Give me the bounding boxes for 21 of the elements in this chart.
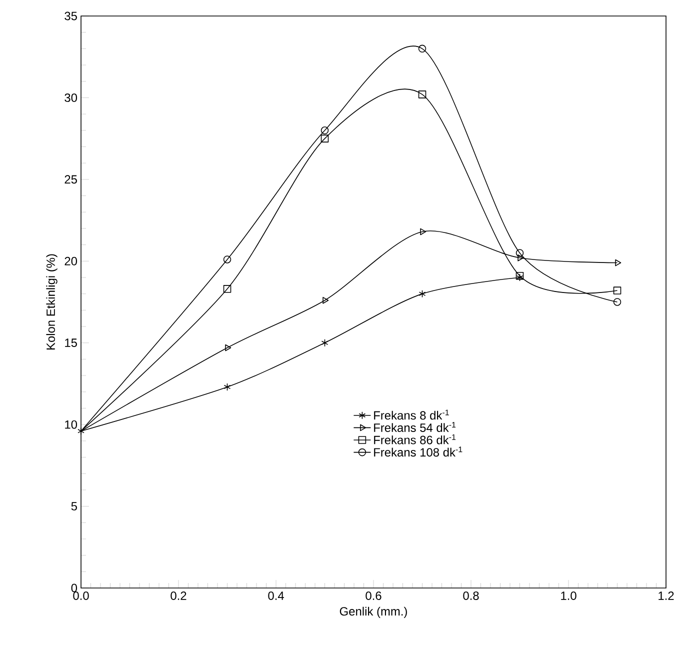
legend-label: Frekans 108 dk$^{-1}$: [374, 446, 462, 457]
x-tick-label: 1.2: [658, 592, 674, 600]
y-tick-label: 20: [64, 256, 78, 266]
y-axis-title: Kolon Etkinligi (%): [46, 254, 58, 350]
x-tick-label: 0.0: [73, 592, 89, 600]
x-tick-label: 0.6: [366, 592, 382, 600]
y-tick-label: 35: [64, 12, 77, 20]
y-tick-label: 25: [64, 175, 77, 184]
x-axis-title: Genlik (mm.): [340, 606, 407, 618]
x-tick-label: 0.2: [170, 592, 186, 600]
x-tick-label: 0.4: [268, 592, 284, 600]
x-tick-label: 1.0: [561, 592, 576, 600]
y-tick-label: 30: [64, 93, 78, 102]
y-tick-label: 0: [71, 584, 78, 592]
x-tick-label: 0.8: [463, 592, 479, 600]
legend-label: Frekans 8 dk$^{-1}$: [374, 410, 449, 420]
y-tick-label: 5: [71, 502, 77, 510]
legend-label: Frekans 54 dk$^{-1}$: [374, 422, 456, 432]
y-tick-label: 15: [65, 338, 77, 348]
legend-label: Frekans 86 dk$^{-1}$: [374, 434, 456, 444]
y-tick-label: 10: [65, 420, 78, 429]
